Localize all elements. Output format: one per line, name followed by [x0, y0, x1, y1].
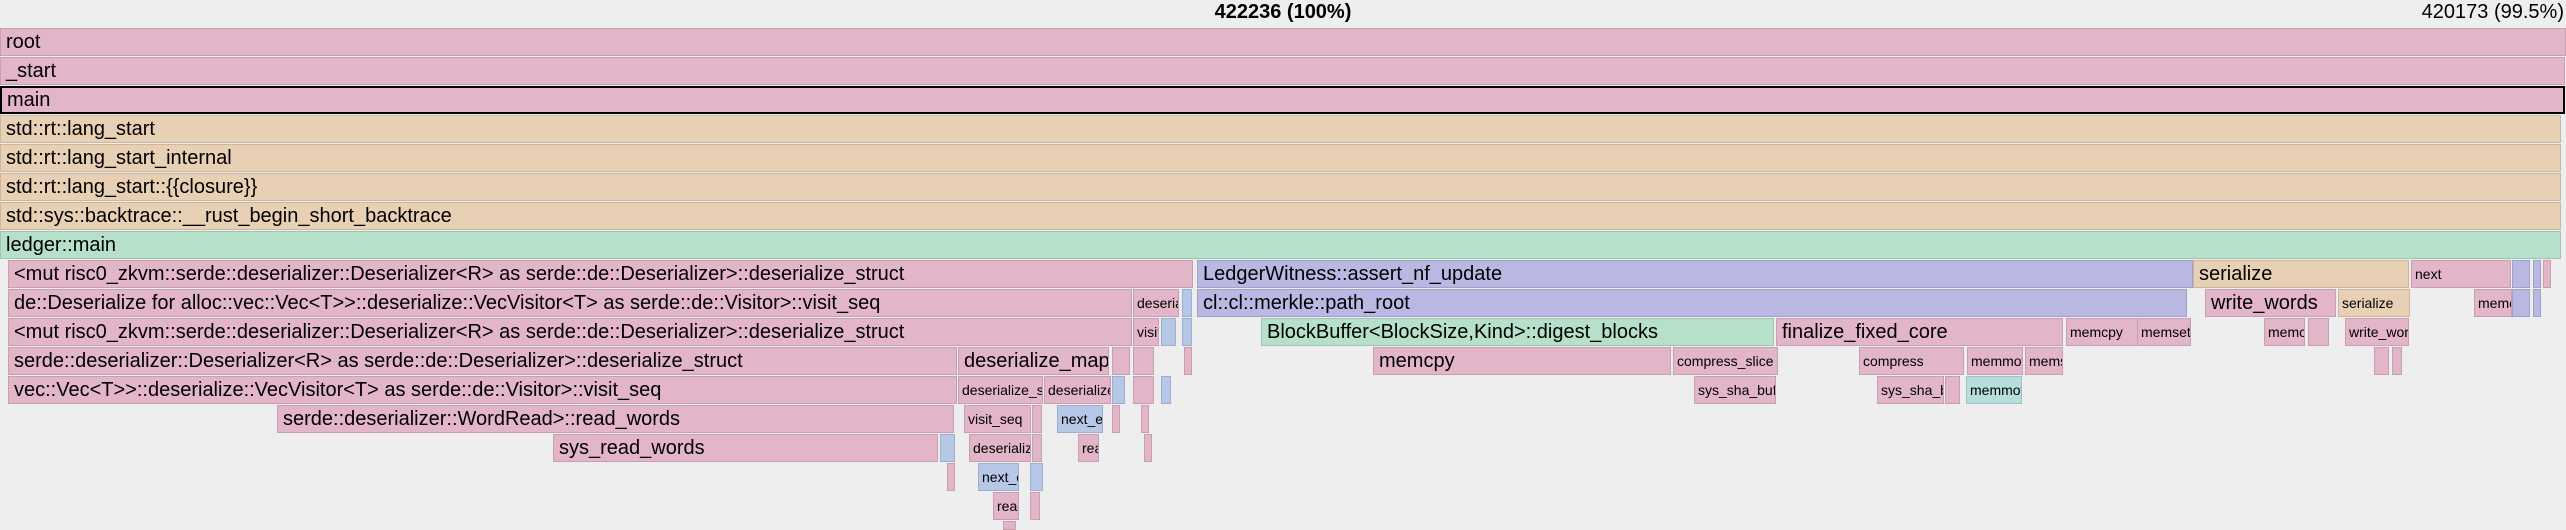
- flame-frame[interactable]: [1182, 289, 1192, 317]
- flame-frame[interactable]: [1032, 405, 1042, 433]
- flame-frame[interactable]: write_words: [2205, 289, 2336, 317]
- flame-frame[interactable]: serialize: [2193, 260, 2409, 288]
- flame-frame[interactable]: [2392, 347, 2402, 375]
- flame-frame[interactable]: ledger::main: [0, 231, 2561, 259]
- flame-frame[interactable]: serde::deserializer::WordRead>::read_wor…: [277, 405, 954, 433]
- flame-frame[interactable]: serde::deserializer::Deserializer<R> as …: [8, 347, 957, 375]
- flame-frame[interactable]: next_element: [1057, 405, 1103, 433]
- flame-frame[interactable]: deserialize_struct: [1044, 376, 1111, 404]
- flame-frame[interactable]: <mut risc0_zkvm::serde::deserializer::De…: [8, 260, 1193, 288]
- flame-frame[interactable]: serialize: [2338, 289, 2410, 317]
- total-samples-title: 422236 (100%): [1214, 1, 1352, 23]
- flame-frame[interactable]: <mut risc0_zkvm::serde::deserializer::De…: [8, 318, 1132, 346]
- flame-frame[interactable]: next: [2411, 260, 2511, 288]
- flame-frame[interactable]: [2533, 260, 2541, 288]
- flame-frame[interactable]: [2543, 260, 2551, 288]
- flame-frame[interactable]: [2374, 347, 2389, 375]
- flame-frame[interactable]: [1161, 376, 1171, 404]
- flame-frame[interactable]: [2512, 289, 2530, 317]
- flame-frame[interactable]: memcpy: [2066, 318, 2138, 346]
- flame-frame[interactable]: sys_read_words: [553, 434, 938, 462]
- flame-frame[interactable]: memcpy: [2474, 289, 2512, 317]
- flame-frame[interactable]: [940, 434, 955, 462]
- flame-frame[interactable]: vec::Vec<T>>::deserialize::VecVisitor<T>…: [8, 376, 957, 404]
- flame-frame[interactable]: [1112, 405, 1120, 433]
- flame-frame[interactable]: [1030, 463, 1043, 491]
- flame-frame[interactable]: [1144, 434, 1152, 462]
- flame-frame[interactable]: cl::cl::merkle::path_root: [1197, 289, 2187, 317]
- flame-frame[interactable]: de::Deserialize for alloc::vec::Vec<T>>:…: [8, 289, 1132, 317]
- flame-frame[interactable]: BlockBuffer<BlockSize,Kind>::digest_bloc…: [1261, 318, 1774, 346]
- flame-frame[interactable]: [1032, 434, 1042, 462]
- flame-frame[interactable]: memset: [2025, 347, 2063, 375]
- flame-frame[interactable]: read_words: [1078, 434, 1099, 462]
- flame-frame[interactable]: visit_seq: [1133, 318, 1159, 346]
- flame-frame[interactable]: std::rt::lang_start: [0, 115, 2561, 143]
- flame-frame[interactable]: memmove: [1966, 376, 2022, 404]
- flame-frame[interactable]: compress_slice: [1673, 347, 1778, 375]
- flame-frame[interactable]: [2512, 260, 2530, 288]
- flame-frame[interactable]: memcpy: [1373, 347, 1671, 375]
- flame-frame[interactable]: visit_seq: [964, 405, 1031, 433]
- flame-frame[interactable]: [1133, 376, 1154, 404]
- flame-frame[interactable]: memcpy: [2264, 318, 2305, 346]
- flame-frame[interactable]: memset: [2137, 318, 2191, 346]
- flame-frame[interactable]: main: [0, 86, 2565, 114]
- flame-frame[interactable]: [947, 463, 955, 491]
- selected-samples-label: 420173 (99.5%): [2421, 1, 2564, 23]
- flame-frame[interactable]: next_element: [978, 463, 1019, 491]
- flame-frame[interactable]: [1030, 492, 1040, 520]
- flame-frame[interactable]: read_words: [993, 492, 1019, 520]
- flame-frame[interactable]: LedgerWitness::assert_nf_update: [1197, 260, 2193, 288]
- flame-frame[interactable]: [1112, 376, 1125, 404]
- flame-frame[interactable]: memmove: [1967, 347, 2023, 375]
- flame-frame[interactable]: deserialize_tuple: [1133, 289, 1179, 317]
- flame-frame[interactable]: [1112, 347, 1130, 375]
- flame-frame[interactable]: [1182, 318, 1192, 346]
- flame-frame[interactable]: write_words: [2345, 318, 2409, 346]
- flame-frame[interactable]: [1003, 521, 1016, 530]
- flame-frame[interactable]: deserialize_struct: [958, 376, 1043, 404]
- flame-frame[interactable]: [1161, 318, 1176, 346]
- flame-frame[interactable]: [1133, 347, 1154, 375]
- flame-frame[interactable]: deserialize_map: [958, 347, 1109, 375]
- flame-frame[interactable]: std::sys::backtrace::__rust_begin_short_…: [0, 202, 2561, 230]
- flame-frame[interactable]: sys_sha_buffer: [1877, 376, 1944, 404]
- flame-frame[interactable]: sys_sha_buffer: [1694, 376, 1776, 404]
- flame-frame[interactable]: compress: [1859, 347, 1964, 375]
- flame-frame[interactable]: [1945, 376, 1960, 404]
- flame-frame[interactable]: [2308, 318, 2329, 346]
- flame-frame[interactable]: std::rt::lang_start_internal: [0, 144, 2561, 172]
- flame-frame[interactable]: std::rt::lang_start::{{closure}}: [0, 173, 2561, 201]
- flame-frame[interactable]: [1184, 347, 1192, 375]
- flame-frame[interactable]: [2533, 289, 2541, 317]
- flame-frame[interactable]: _start: [0, 57, 2565, 85]
- flame-frame[interactable]: root: [0, 28, 2566, 56]
- flame-frame[interactable]: deserialize_struct: [969, 434, 1031, 462]
- flame-frame[interactable]: [1141, 405, 1149, 433]
- flame-frame[interactable]: finalize_fixed_core: [1776, 318, 2063, 346]
